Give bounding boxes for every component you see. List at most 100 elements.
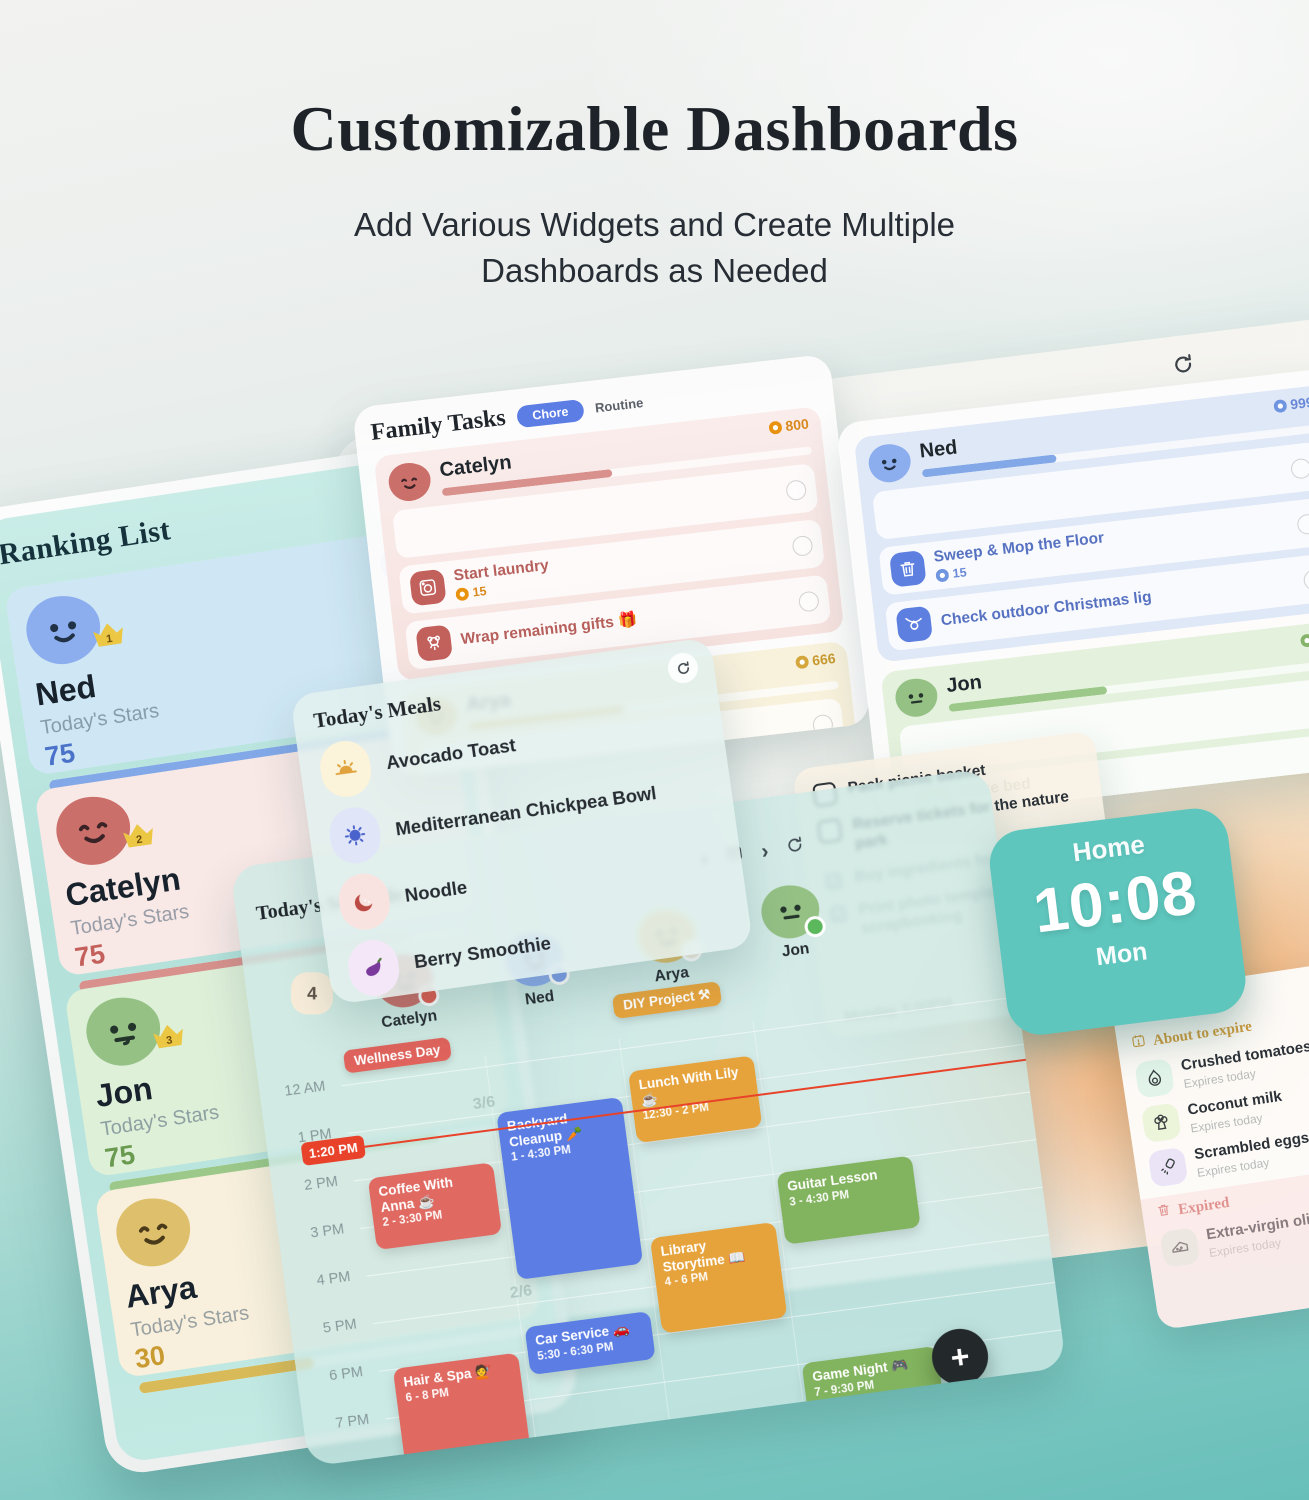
banner-wellness-day[interactable]: Wellness Day (342, 1036, 452, 1074)
teddy-bear-icon (415, 624, 453, 663)
rank-crown-badge: 2 (122, 822, 155, 848)
meal-item[interactable]: Avocado Toast (317, 691, 705, 801)
time-label: 5 PM (322, 1316, 358, 1337)
meal-name: Mediterranean Chickpea Bowl (394, 782, 658, 840)
ghost-fraction-label: 3/6 (471, 1093, 497, 1114)
ranking-card-jon[interactable]: 3 Jon Today's Stars 75 (63, 929, 512, 1194)
time-label: 12 AM (283, 1078, 327, 1100)
avatar-ned: 1 (21, 590, 105, 669)
event-game-night[interactable]: Game Night 🎮 7 - 9:30 PM (801, 1345, 951, 1467)
meal-name: Noodle (403, 876, 469, 906)
filter-chip-chore[interactable]: Chore (516, 398, 585, 428)
pantry-item: Coconut milk Expires today (1140, 1077, 1309, 1144)
event-car-service[interactable]: Car Service 🚗 5:30 - 6:30 PM (524, 1311, 656, 1376)
filter-chip-routine[interactable]: Routine (594, 395, 645, 416)
status-dot (803, 914, 827, 939)
coin-icon (767, 420, 783, 435)
refresh-icon[interactable] (785, 835, 806, 860)
ghost-fraction-label: 2/6 (508, 1282, 534, 1303)
task-row[interactable]: Start laundry 15 (398, 518, 825, 615)
avatar-jon (758, 881, 827, 942)
time-label: 7 PM (334, 1411, 371, 1432)
broccoli-icon (1140, 1102, 1182, 1144)
task-row[interactable]: Check outdoor Christmas lig (884, 552, 1309, 652)
sun-icon (326, 804, 384, 867)
cheese-icon (1159, 1226, 1201, 1268)
time-label: 3 PM (309, 1221, 346, 1242)
avatar-arya (111, 1193, 196, 1272)
task-label: Wrap remaining gifts 🎁 (459, 611, 639, 649)
calendar-alert-icon (1130, 1032, 1148, 1054)
time-label: 8 PM (309, 1459, 377, 1467)
coin-icon (794, 654, 809, 669)
time-label: 6 PM (328, 1364, 364, 1385)
coin-icon (935, 567, 950, 583)
pantry-item: Extra-virgin oli Expires today (1159, 1201, 1309, 1268)
meal-item[interactable]: Noodle (335, 824, 724, 933)
task-row[interactable]: Sweep & Mop the Floor 15 (878, 497, 1309, 596)
event-coffee-with-anna[interactable]: Coffee With Anna ☕ 2 - 3:30 PM (367, 1162, 503, 1251)
coin-icon (1272, 398, 1288, 413)
meal-name: Berry Smoothie (412, 932, 553, 973)
avatar-jon (893, 676, 940, 719)
member-section-ned: 999 Ned Sweep & Mop the Floor 15 (853, 384, 1309, 663)
ranking-title: Ranking List (0, 513, 173, 572)
task-row[interactable]: Wrap remaining gifts 🎁 (404, 574, 832, 671)
task-check-circle[interactable] (785, 479, 808, 502)
event-library-storytime[interactable]: Library Storytime 📖 4 - 6 PM (649, 1221, 788, 1334)
points-badge: 888 (1299, 628, 1309, 648)
eat-me-first-widget: Eat Me First About to expire Crushed tom… (1110, 960, 1309, 1331)
schedule-member-jon: Jon (728, 878, 857, 968)
expired-header: Expired (1155, 1173, 1309, 1224)
coin-icon (455, 586, 470, 601)
pantry-item: Crushed tomatoes Expires today (1134, 1032, 1309, 1099)
member-section-catelyn: 800 Catelyn Start laundry 15 (373, 406, 845, 682)
ranking-card-ned[interactable]: ↗ 1 Ned Today's Stars 75 (3, 527, 452, 792)
event-hair-and-spa[interactable]: Hair & Spa 💇 6 - 8 PM (392, 1352, 531, 1465)
task-check-circle[interactable] (1289, 457, 1309, 480)
family-tasks-title: Family Tasks (369, 404, 507, 446)
clock-widget: Home 10:08 Mon (986, 804, 1250, 1039)
event-backyard-cleanup[interactable]: Backyard Cleanup 🥕1 - 4:30 PM (496, 1096, 644, 1280)
ranking-widget: Ranking List ↗ 1 Ned Today's Stars 75 (0, 455, 568, 1464)
chevron-right-icon[interactable]: › (759, 839, 770, 864)
egg-shaker-icon (1147, 1146, 1189, 1188)
sunrise-icon (317, 737, 375, 801)
task-check-circle[interactable] (791, 534, 814, 557)
subtitle-line-1: Add Various Widgets and Create Multiple (353, 206, 956, 243)
todays-meals-widget: Today's Meals Avocado Toast Mediterranea… (290, 636, 754, 1005)
avatar-catelyn: 2 (51, 791, 135, 870)
trash-icon (1155, 1201, 1173, 1223)
task-check-circle[interactable] (797, 590, 820, 613)
task-check-circle[interactable] (1302, 568, 1309, 591)
string-lights-icon (895, 605, 934, 644)
avatar-catelyn (386, 460, 433, 504)
expired-section-background (1140, 1164, 1309, 1331)
page-title: Customizable Dashboards (290, 93, 1019, 164)
time-label: 4 PM (315, 1268, 352, 1290)
refresh-button[interactable] (665, 651, 700, 685)
trash-icon (889, 549, 927, 588)
rank-crown-badge: 1 (92, 621, 125, 647)
subtitle-line-2: Dashboards as Needed (481, 251, 828, 289)
eggplant-icon (345, 936, 403, 1000)
about-to-expire-header: About to expire (1130, 1003, 1309, 1054)
moon-icon (335, 870, 393, 933)
task-label: Check outdoor Christmas lig (940, 588, 1153, 630)
task-check-circle[interactable] (1296, 513, 1309, 536)
tablet-frame: Ranking List ↗ 1 Ned Today's Stars 75 (0, 441, 582, 1478)
washing-machine-icon (409, 568, 447, 607)
avatar-ned (866, 441, 913, 485)
rank-crown-badge: 3 (152, 1023, 185, 1049)
event-guitar-lesson[interactable]: Guitar Lesson 3 - 4:30 PM (776, 1155, 921, 1245)
avocado-icon (1134, 1057, 1176, 1099)
pantry-item: Scrambled eggs Expires today (1147, 1121, 1309, 1188)
refresh-icon[interactable] (1171, 352, 1196, 377)
meal-item[interactable]: Mediterranean Chickpea Bowl (326, 758, 714, 867)
date-badge[interactable]: 4 (290, 972, 334, 1015)
avatar-jon: 3 (81, 992, 165, 1071)
ranking-card-arya[interactable]: Arya Today's Stars 30 (93, 1129, 542, 1394)
meal-name: Avocado Toast (384, 734, 517, 774)
meal-item[interactable]: Berry Smoothie (345, 890, 733, 1000)
ranking-card-catelyn[interactable]: 2 Catelyn Today's Stars 75 (33, 728, 482, 993)
